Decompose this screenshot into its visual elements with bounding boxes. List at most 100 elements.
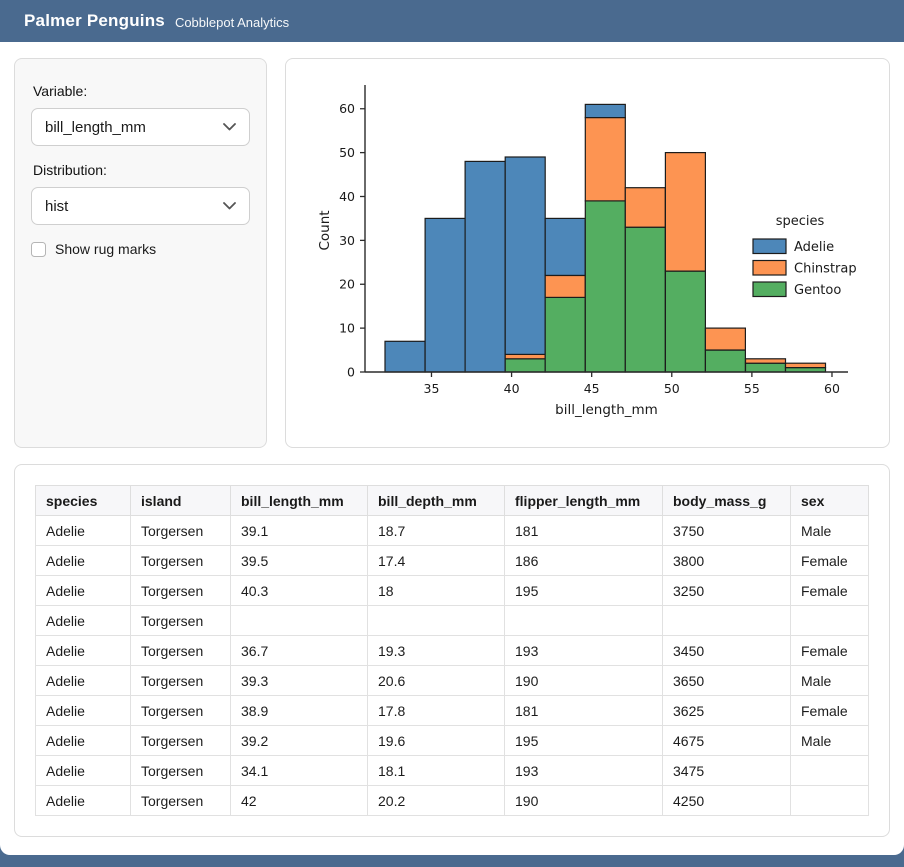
table-cell: 34.1 bbox=[230, 755, 368, 786]
table-header-cell: bill_depth_mm bbox=[367, 485, 505, 516]
histogram-bar-segment-adelie bbox=[584, 103, 626, 119]
table-cell: 190 bbox=[504, 665, 663, 696]
table-cell: 4675 bbox=[662, 725, 791, 756]
chevron-down-icon bbox=[223, 202, 236, 210]
table-cell: 19.3 bbox=[367, 635, 505, 666]
table-cell: Torgersen bbox=[130, 515, 231, 546]
table-cell: Torgersen bbox=[130, 575, 231, 606]
table-cell: Female bbox=[790, 635, 869, 666]
table-cell: Male bbox=[790, 665, 869, 696]
table-cell: Adelie bbox=[35, 695, 131, 726]
histogram-bar-segment-chinstrap bbox=[784, 362, 827, 369]
y-tick-label: 40 bbox=[339, 189, 355, 204]
histogram-bar-segment-gentoo bbox=[504, 358, 546, 373]
table-cell: 186 bbox=[504, 545, 663, 576]
distribution-label: Distribution: bbox=[33, 162, 107, 178]
table-cell: Adelie bbox=[35, 665, 131, 696]
main-content: Variable: bill_length_mm Distribution: h… bbox=[0, 42, 904, 855]
app-subtitle: Cobblepot Analytics bbox=[174, 15, 290, 30]
x-axis-label: bill_length_mm bbox=[555, 402, 658, 418]
table-cell: 193 bbox=[504, 635, 663, 666]
table-cell: Torgersen bbox=[130, 755, 231, 786]
x-tick-label: 50 bbox=[664, 381, 680, 396]
table-cell: 39.1 bbox=[230, 515, 368, 546]
table-header-cell: bill_length_mm bbox=[230, 485, 368, 516]
table-cell: 195 bbox=[504, 725, 663, 756]
x-tick-label: 35 bbox=[424, 381, 440, 396]
table-cell: 18.1 bbox=[367, 755, 505, 786]
distribution-select-value: hist bbox=[45, 197, 69, 215]
table-cell: Adelie bbox=[35, 605, 131, 636]
table-cell: 17.4 bbox=[367, 545, 505, 576]
table-cell: Adelie bbox=[35, 785, 131, 816]
table-cell: 42 bbox=[230, 785, 368, 816]
table-cell: 3475 bbox=[662, 755, 791, 786]
data-table-card: species island bill_length_mm bill_depth_mm… bbox=[14, 464, 890, 837]
distribution-plot-card: 35 40 45 50 55 60 0 10 20 30 40 50 60 bill_length_mm C… bbox=[285, 58, 890, 448]
table-cell: 38.9 bbox=[230, 695, 368, 726]
table-cell: Female bbox=[790, 575, 869, 606]
histogram-bar-segment-gentoo bbox=[664, 270, 706, 373]
histogram-bar-segment-chinstrap bbox=[664, 151, 706, 272]
table-cell: 39.2 bbox=[230, 725, 368, 756]
table-cell: 3750 bbox=[662, 515, 791, 546]
rug-marks-checkbox-row[interactable]: Show rug marks bbox=[31, 241, 250, 257]
histogram-bar-segment-gentoo bbox=[584, 200, 626, 373]
table-row: Adelie Torgersen 39.2 19.6 195 4675 Male bbox=[35, 725, 869, 756]
table-cell: 17.8 bbox=[367, 695, 505, 726]
table-row: Adelie Torgersen 38.9 17.8 181 3625 Female bbox=[35, 695, 869, 726]
table-header-cell: flipper_length_mm bbox=[504, 485, 663, 516]
legend-title: species bbox=[776, 214, 825, 229]
legend-label-gentoo: Gentoo bbox=[794, 283, 841, 298]
variable-select[interactable]: bill_length_mm bbox=[31, 108, 250, 146]
table-header-cell: species bbox=[35, 485, 131, 516]
table-cell: 195 bbox=[504, 575, 663, 606]
table-cell bbox=[230, 605, 368, 636]
histogram-bar-segment-adelie bbox=[504, 156, 546, 355]
legend-swatch-gentoo bbox=[752, 281, 787, 298]
table-row: Adelie Torgersen 36.7 19.3 193 3450 Female bbox=[35, 635, 869, 666]
legend-label-chinstrap: Chinstrap bbox=[794, 262, 857, 277]
table-cell: 190 bbox=[504, 785, 663, 816]
sidebar-controls: Variable: bill_length_mm Distribution: h… bbox=[14, 58, 267, 448]
table-header-cell: body_mass_g bbox=[662, 485, 791, 516]
y-tick-label: 30 bbox=[339, 233, 355, 248]
table-row: Adelie Torgersen 40.3 18 195 3250 Female bbox=[35, 575, 869, 606]
table-row: Adelie Torgersen 42 20.2 190 4250 bbox=[35, 785, 869, 816]
table-cell: Adelie bbox=[35, 755, 131, 786]
table-cell: 20.6 bbox=[367, 665, 505, 696]
histogram-chart: 35 40 45 50 55 60 0 10 20 30 40 50 60 bill_length_mm C… bbox=[317, 85, 857, 418]
table-cell: 4250 bbox=[662, 785, 791, 816]
table-cell: 3625 bbox=[662, 695, 791, 726]
y-tick-label: 60 bbox=[339, 101, 355, 116]
table-row: Adelie Torgersen 39.1 18.7 181 3750 Male bbox=[35, 515, 869, 546]
table-header-cell: sex bbox=[790, 485, 869, 516]
table-cell bbox=[790, 785, 869, 816]
table-cell: Female bbox=[790, 545, 869, 576]
table-row: Adelie Torgersen 39.5 17.4 186 3800 Female bbox=[35, 545, 869, 576]
table-header-cell: island bbox=[130, 485, 231, 516]
table-cell: 3250 bbox=[662, 575, 791, 606]
histogram-bar-segment-chinstrap bbox=[744, 358, 787, 364]
y-axis-label: Count bbox=[317, 210, 333, 250]
table-cell: 193 bbox=[504, 755, 663, 786]
histogram-bar-segment-chinstrap bbox=[624, 187, 666, 228]
table-cell: Female bbox=[790, 695, 869, 726]
table-row: Adelie Torgersen 39.3 20.6 190 3650 Male bbox=[35, 665, 869, 696]
table-cell: 3800 bbox=[662, 545, 791, 576]
table-cell: Adelie bbox=[35, 515, 131, 546]
y-tick-label: 20 bbox=[339, 277, 355, 292]
table-cell: 181 bbox=[504, 515, 663, 546]
table-cell: 19.6 bbox=[367, 725, 505, 756]
rug-marks-checkbox[interactable] bbox=[31, 241, 46, 257]
histogram-bar-segment-adelie bbox=[424, 217, 466, 373]
table-cell: 3650 bbox=[662, 665, 791, 696]
histogram-bar-segment-chinstrap bbox=[504, 353, 546, 360]
legend-swatch-adelie bbox=[752, 238, 787, 255]
table-cell: 18 bbox=[367, 575, 505, 606]
legend-label-adelie: Adelie bbox=[794, 240, 834, 255]
table-cell: Torgersen bbox=[130, 725, 231, 756]
table-cell bbox=[662, 605, 791, 636]
table-cell bbox=[790, 605, 869, 636]
distribution-select[interactable]: hist bbox=[31, 187, 250, 225]
